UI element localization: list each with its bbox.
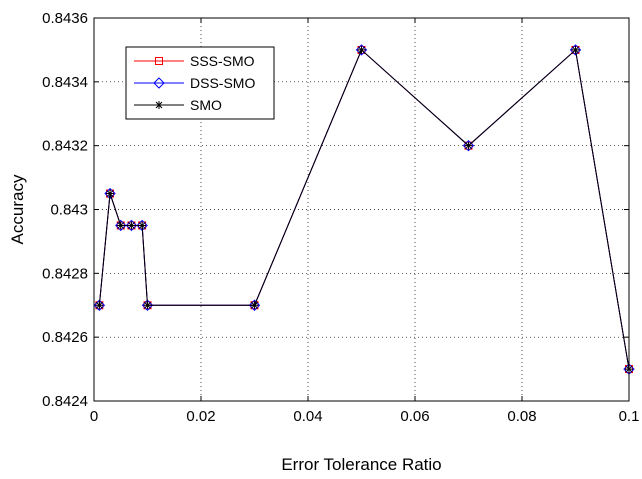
legend-label-smo: SMO [190,97,222,113]
data-point-dss-smo [115,219,127,232]
data-point-smo [250,301,259,310]
legend-marker-dss-smo [153,77,165,89]
data-point-dss-smo [248,299,261,311]
data-point-dss-smo [93,299,106,311]
data-point-dss-smo [141,299,154,311]
x-tick-label: 0.02 [186,408,215,425]
y-tick-label: 0.8424 [42,393,88,410]
data-point-smo [571,45,580,54]
data-point-smo [464,141,473,150]
legend-label-sss-smo: SSS-SMO [190,53,255,69]
legend-entry-sss-smo: SSS-SMO [134,53,255,69]
data-point-smo [106,189,115,198]
y-tick-label: 0.843 [50,202,88,219]
legend-label-dss-smo: DSS-SMO [190,75,255,91]
series-lines [93,44,635,375]
legend-entry-dss-smo: DSS-SMO [134,75,255,91]
data-point-smo [95,301,104,310]
legend-marker-smo [155,101,163,109]
legend-marker-sss-smo [155,57,163,65]
data-point-dss-smo [569,44,582,56]
data-point-smo [143,301,152,310]
x-tick-label: 0 [90,408,98,425]
y-axis-label: Accuracy [8,174,27,244]
x-tick-label: 0.06 [400,408,429,425]
data-point-smo [138,221,147,230]
data-point-smo [357,45,366,54]
x-axis-label: Error Tolerance Ratio [281,455,441,474]
data-point-smo [127,221,136,230]
data-point-smo [116,221,125,230]
y-tick-label: 0.8426 [42,329,88,346]
x-tick-label: 0.04 [293,408,322,425]
y-tick-label: 0.8428 [42,265,88,282]
y-tick-label: 0.8436 [42,10,88,27]
legend-entry-smo: SMO [134,97,222,113]
y-tick-label: 0.8434 [42,74,88,91]
x-tick-label: 0.1 [619,408,640,425]
x-tick-label: 0.08 [507,408,536,425]
y-tick-label: 0.8432 [42,138,88,155]
data-point-dss-smo [125,219,138,232]
data-point-dss-smo [355,44,368,56]
data-point-dss-smo [462,139,475,152]
tick-labels: 0 0.02 0.04 0.06 0.08 0.1 0.8424 0.8426 0.8428 0.… [42,10,639,425]
axes [93,17,630,402]
series-smo [95,45,633,374]
legend: SSS-SMO DSS-SMO SMO [125,46,275,120]
